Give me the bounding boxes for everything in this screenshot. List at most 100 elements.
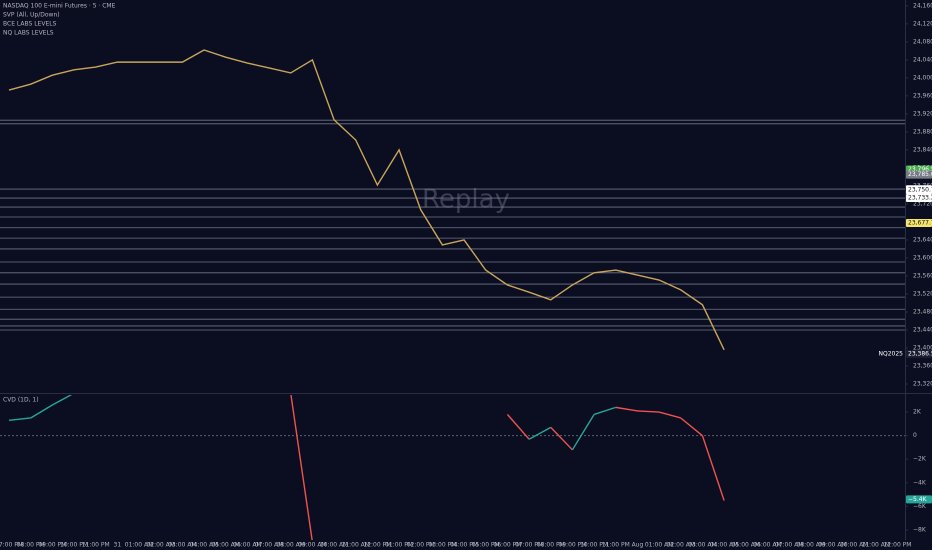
cvd-segment <box>52 395 73 406</box>
price-label: 23,750.75 <box>908 187 932 194</box>
x-tick-label: 10:00 AM <box>320 542 348 549</box>
x-tick-label: 08:00 PM <box>17 542 45 549</box>
cvd-segment <box>8 417 31 422</box>
y-tick-label: 24,000.00 <box>913 74 932 81</box>
x-tick-label: 31 <box>114 542 122 549</box>
y-tick-label: 24,120.00 <box>913 20 932 27</box>
x-tick-label: 12:00 PM <box>883 542 911 549</box>
x-tick-label: 05:00 AM <box>732 542 760 549</box>
x-tick-label: 10:00 AM <box>840 542 868 549</box>
cvd-segment <box>637 410 660 413</box>
price-label: 23,386.50 <box>908 351 932 358</box>
cvd-segment <box>615 406 638 412</box>
x-tick-label: 07:00 PM <box>0 542 23 549</box>
price-label: 23,677.75 <box>908 219 932 226</box>
x-tick-label: 09:00 PM <box>558 542 586 549</box>
price-label: −5.4K <box>908 496 928 503</box>
y-tick-label: 2K <box>913 409 922 416</box>
y-tick-label: 23,600.00 <box>913 254 932 261</box>
y-tick-label: −4K <box>913 479 927 486</box>
x-tick-label: 06:00 PM <box>493 542 521 549</box>
y-tick-label: 23,440.00 <box>913 326 932 333</box>
cvd-segment <box>658 411 681 419</box>
x-tick-label: 03:00 AM <box>168 542 196 549</box>
y-tick-label: 23,560.00 <box>913 272 932 279</box>
y-tick-label: 23,840.00 <box>913 146 932 153</box>
x-tick-label: 04:00 AM <box>710 542 738 549</box>
y-tick-label: −6K <box>913 503 927 510</box>
y-tick-label: 24,080.00 <box>913 38 932 45</box>
y-tick-label: 24,040.00 <box>913 56 932 63</box>
indicator-title: CVD (1D, 1) <box>3 397 39 404</box>
x-tick-label: 06:00 AM <box>753 542 781 549</box>
y-tick-label: −8K <box>913 526 927 533</box>
y-tick-label: 23,360.00 <box>913 362 932 369</box>
x-tick-label: 11:00 PM <box>82 542 110 549</box>
price-label-box <box>906 186 932 195</box>
x-tick-label: 11:00 AM <box>862 542 890 549</box>
y-tick-label: 23,720.00 <box>913 200 932 207</box>
y-tick-label: 23,320.00 <box>913 380 932 387</box>
x-tick-label: 08:00 AM <box>797 542 825 549</box>
x-tick-label: 07:00 AM <box>775 542 803 549</box>
price-line <box>8 49 725 351</box>
x-tick-label: 11:00 PM <box>602 542 630 549</box>
price-label-box <box>906 170 932 179</box>
x-tick-label: 09:00 AM <box>298 542 326 549</box>
cvd-segment <box>30 404 53 419</box>
x-tick-label: 06:00 AM <box>233 542 261 549</box>
x-tick-label: 12:00 PM <box>363 542 391 549</box>
x-tick-label: 01:00 PM <box>385 542 413 549</box>
x-tick-label: Aug <box>632 542 644 549</box>
cvd-segment <box>593 406 616 416</box>
x-tick-label: 07:00 AM <box>255 542 283 549</box>
x-tick-label: 01:00 AM <box>645 542 673 549</box>
price-label-box <box>906 350 932 359</box>
x-tick-label: 02:00 PM <box>407 542 435 549</box>
y-tick-label: 23,520.00 <box>913 290 932 297</box>
x-tick-label: 05:00 PM <box>472 542 500 549</box>
x-tick-label: 09:00 AM <box>818 542 846 549</box>
price-label-box <box>906 218 932 227</box>
y-tick-label: 23,480.00 <box>913 308 932 315</box>
y-tick-label: 23,400.00 <box>913 344 932 351</box>
x-tick-label: 02:00 AM <box>667 542 695 549</box>
x-tick-label: 08:00 PM <box>537 542 565 549</box>
x-tick-label: 11:00 AM <box>341 542 369 549</box>
symbol-label: NQ2025 <box>879 351 904 358</box>
x-tick-label: 10:00 PM <box>580 542 608 549</box>
watermark: Replay <box>422 185 510 215</box>
x-tick-label: 08:00 AM <box>276 542 304 549</box>
y-tick-label: 0 <box>913 432 917 439</box>
x-tick-label: 07:00 PM <box>515 542 543 549</box>
cvd-segment <box>550 426 573 451</box>
y-tick-label: 23,640.00 <box>913 236 932 243</box>
price-label: 23,733.25 <box>908 194 932 201</box>
x-tick-label: 05:00 AM <box>211 542 239 549</box>
cvd-segment <box>290 395 313 540</box>
cvd-segment <box>528 426 552 440</box>
y-tick-label: 23,880.00 <box>913 128 932 135</box>
x-tick-label: 10:00 PM <box>60 542 88 549</box>
cvd-segment <box>506 413 530 440</box>
y-tick-label: −2K <box>913 456 927 463</box>
price-label-box <box>906 495 932 504</box>
indicator-label: NQ LABS LEVELS <box>3 30 54 37</box>
x-tick-label: 02:00 AM <box>146 542 174 549</box>
x-tick-label: 04:00 AM <box>190 542 218 549</box>
y-tick-label: 24,160.00 <box>913 2 932 9</box>
y-tick-label: 23,960.00 <box>913 92 932 99</box>
price-label: 23,796.50 <box>908 166 932 173</box>
chart-title: NASDAQ 100 E-mini Futures · 5 · CME <box>3 3 116 10</box>
cvd-segment <box>571 414 595 451</box>
cvd-segment <box>701 435 725 501</box>
indicator-label: BCE LABS LEVELS <box>3 21 57 28</box>
price-label: 23,785.00 <box>908 171 932 178</box>
cvd-segment <box>680 417 703 437</box>
x-tick-label: 03:00 PM <box>428 542 456 549</box>
y-tick-label: 23,920.00 <box>913 110 932 117</box>
x-tick-label: 09:00 PM <box>38 542 66 549</box>
x-tick-label: 04:00 PM <box>450 542 478 549</box>
